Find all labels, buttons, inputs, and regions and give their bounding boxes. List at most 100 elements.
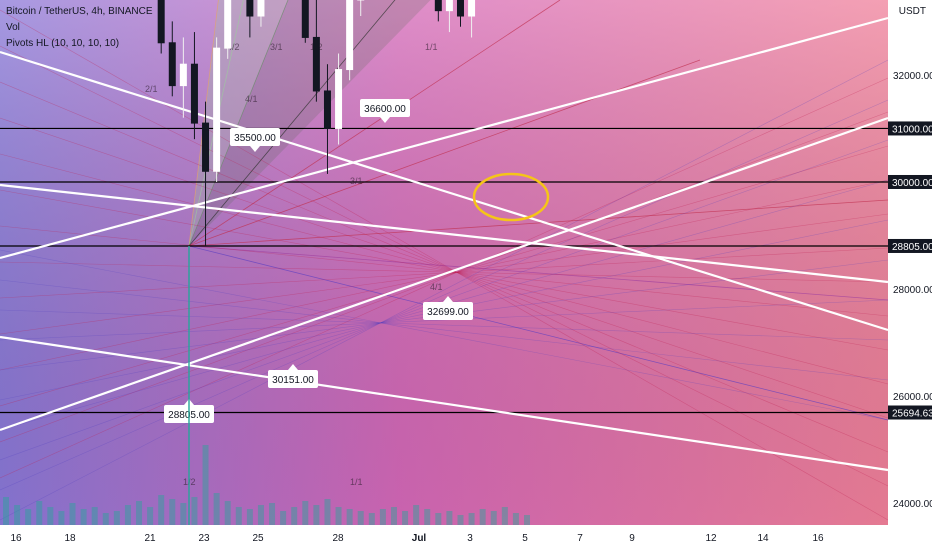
y-axis-panel: [888, 0, 932, 550]
volume-bar: [457, 515, 464, 525]
fan-line: [0, 99, 889, 491]
fan-ratio-label: 1/1: [425, 42, 438, 52]
x-tick-label: 18: [64, 533, 76, 544]
volume-bar: [224, 501, 231, 525]
candle-down: [312, 36, 320, 92]
volume-bar: [25, 509, 32, 525]
volume-bar: [413, 505, 420, 525]
plot-shade: [0, 0, 888, 525]
x-tick-label: 16: [10, 533, 22, 544]
x-tick-label: 21: [144, 533, 156, 544]
symbol-title: Bitcoin / TetherUS, 4h, BINANCE: [6, 6, 153, 17]
volume-bar: [169, 499, 176, 525]
volume-bar: [357, 511, 364, 525]
fan-line: [0, 111, 889, 443]
candle-up: [179, 63, 187, 87]
volume-bar: [379, 509, 386, 525]
gann-fan-line: [188, 0, 396, 247]
volume-bar: [468, 513, 475, 525]
volume-bar: [335, 507, 342, 525]
trend-line: [0, 183, 889, 284]
x-tick-label: 5: [522, 533, 528, 544]
volume-bar: [424, 509, 431, 525]
candle-down: [157, 0, 165, 44]
volume-bar: [390, 507, 397, 525]
fan-line: [0, 279, 889, 381]
fan-line: [0, 139, 889, 461]
candle-down: [202, 122, 210, 172]
pivot-label: 30151.00: [272, 375, 314, 386]
volume-bar: [91, 507, 98, 525]
gann-fan-line: [188, 199, 889, 247]
volume-bar: [124, 505, 131, 525]
volume-bar: [202, 445, 209, 525]
price-level-box: [888, 238, 932, 253]
fan-ratio-label: 4/1: [430, 282, 443, 292]
volume-bar: [36, 501, 43, 525]
volume-bar: [402, 511, 409, 525]
fan-ratio-label: 4/2: [227, 42, 240, 52]
x-tick-label: 28: [332, 533, 344, 544]
volume-bar: [3, 497, 9, 525]
volume-bar: [524, 515, 530, 525]
x-axis-panel: [0, 525, 888, 550]
fan-line: [0, 309, 889, 341]
price-level-label: 28805.00: [892, 242, 932, 253]
highlight-circle: [472, 172, 550, 222]
candle-up: [213, 47, 221, 172]
volume-bar: [313, 505, 320, 525]
volume-bar: [512, 513, 519, 525]
x-tick-label: 7: [577, 533, 583, 544]
pivots-indicator-label[interactable]: Pivots HL (10, 10, 10, 10): [6, 38, 120, 49]
volume-bar: [136, 501, 143, 525]
volume-indicator-label[interactable]: Vol: [6, 22, 20, 33]
fan-ratio-label: 1/1: [350, 477, 363, 487]
volume-bar: [180, 503, 187, 525]
x-tick-label: 16: [812, 533, 824, 544]
price-level-label: 30000.00: [892, 178, 932, 189]
volume-bar: [58, 511, 65, 525]
fan-line: [0, 225, 889, 317]
gann-fan-fill: [189, 0, 431, 246]
x-tick-label: 12: [705, 533, 717, 544]
candle-down: [190, 63, 198, 124]
volume-bar: [257, 505, 264, 525]
volume-bar: [346, 509, 353, 525]
volume-bar: [324, 499, 331, 525]
fan-line: [0, 189, 889, 351]
volume-bar: [113, 511, 120, 525]
price-level-label: 25694.63: [892, 408, 932, 419]
pivot-callout-box: [230, 128, 280, 146]
pivot-label: 32699.00: [427, 307, 469, 318]
candle-up: [257, 0, 265, 17]
volume-bar: [246, 509, 253, 525]
candle-up: [335, 69, 343, 129]
pivot-callout-box: [360, 99, 410, 117]
fan-ratio-label: 3/1: [270, 42, 283, 52]
gann-fan-line: [188, 245, 889, 301]
price-level-box: [888, 405, 932, 420]
x-tick-label: 25: [252, 533, 264, 544]
volume-bar: [47, 507, 54, 525]
fan-line: [0, 77, 889, 479]
currency-unit[interactable]: USDT: [898, 6, 926, 17]
volume-bar: [501, 507, 508, 525]
volume-bar: [490, 511, 497, 525]
pivot-callout-pointer: [380, 117, 390, 123]
pivot-label: 35500.00: [234, 133, 276, 144]
fan-ratio-label: 2/1: [145, 84, 158, 94]
fan-line: [0, 117, 889, 419]
candle-down: [246, 0, 254, 17]
volume-bar: [280, 511, 287, 525]
fan-line: [0, 153, 889, 385]
volume-bar: [435, 513, 442, 525]
x-tick-label: Jul: [412, 533, 427, 544]
pivot-callout-box: [268, 370, 318, 388]
y-tick-label: 26000.00: [893, 392, 932, 403]
pivot-callout-pointer: [443, 296, 453, 302]
price-level-box: [888, 174, 932, 189]
x-tick-label: 9: [629, 533, 635, 544]
y-tick-label: 24000.00: [893, 499, 932, 510]
gann-fan-line: [188, 0, 289, 247]
